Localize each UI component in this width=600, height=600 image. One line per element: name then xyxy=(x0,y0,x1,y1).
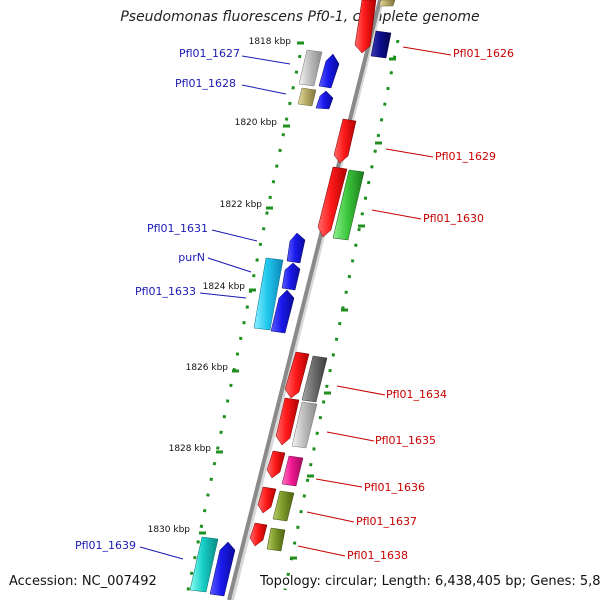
gene-feature-darkgray[interactable] xyxy=(301,355,328,403)
kbp-label: 1820 kbp xyxy=(235,118,278,128)
gene-label-left[interactable]: Pfl01_1628 xyxy=(175,77,236,90)
genome-title: Pseudomonas fluorescens Pf0-1, complete … xyxy=(120,9,480,25)
label-leader-line xyxy=(241,55,291,65)
gene-feature-red-arrow[interactable] xyxy=(284,351,310,399)
label-leader-line xyxy=(336,385,386,396)
gene-feature-khaki[interactable] xyxy=(297,87,317,107)
kbp-label: 1818 kbp xyxy=(249,37,292,47)
label-leader-line xyxy=(306,511,355,523)
gene-feature-cyan[interactable] xyxy=(253,257,284,331)
gene-feature-gray[interactable] xyxy=(298,49,323,87)
label-leader-line xyxy=(297,545,346,557)
gene-label-right[interactable]: Pfl01_1637 xyxy=(356,515,417,528)
accession-text: Accession: NC_007492 xyxy=(9,574,157,589)
label-leader-line xyxy=(326,431,375,442)
label-leader-line xyxy=(402,46,452,56)
gene-feature-red-arrow[interactable] xyxy=(257,486,277,514)
kbp-label: 1830 kbp xyxy=(148,525,191,535)
gene-feature-red-arrow[interactable] xyxy=(249,522,268,547)
gene-feature-teal[interactable] xyxy=(189,536,219,593)
gene-label-left[interactable]: Pfl01_1631 xyxy=(147,222,208,235)
gene-label-left[interactable]: Pfl01_1639 xyxy=(75,539,136,552)
gene-feature-red-arrow[interactable] xyxy=(333,118,357,164)
gene-feature-red-arrow[interactable] xyxy=(317,166,348,238)
gene-feature-olive[interactable] xyxy=(266,527,286,552)
gene-feature-blue-arrow[interactable] xyxy=(318,53,340,89)
label-leader-line xyxy=(371,209,422,220)
kbp-label: 1826 kbp xyxy=(186,363,229,373)
gene-feature-red-arrow[interactable] xyxy=(354,0,377,54)
genome-backbone xyxy=(227,0,382,600)
gene-feature-blue-arrow[interactable] xyxy=(286,232,306,264)
gene-label-right[interactable]: Pfl01_1638 xyxy=(347,549,408,562)
label-leader-line xyxy=(211,229,258,242)
gene-feature-blue-arrow[interactable] xyxy=(270,289,295,334)
gene-label-left[interactable]: Pfl01_1633 xyxy=(135,285,196,298)
genome-summary-text: Topology: circular; Length: 6,438,405 bp… xyxy=(260,574,600,589)
label-leader-line xyxy=(139,546,184,560)
label-leader-line xyxy=(199,292,247,299)
kbp-label: 1828 kbp xyxy=(169,444,212,454)
gene-label-left[interactable]: purN xyxy=(178,251,205,264)
kbp-label: 1824 kbp xyxy=(203,282,246,292)
label-leader-line xyxy=(385,148,434,158)
gene-label-right[interactable]: Pfl01_1635 xyxy=(375,434,436,447)
gene-feature-navy[interactable] xyxy=(370,30,392,59)
gene-feature-magenta[interactable] xyxy=(281,455,304,487)
gene-feature-red-arrow[interactable] xyxy=(266,450,286,479)
gene-feature-blue-arrow[interactable] xyxy=(209,541,236,597)
gene-feature-gray[interactable] xyxy=(291,401,318,449)
gene-feature-red-arrow[interactable] xyxy=(275,397,300,446)
gene-label-right[interactable]: Pfl01_1626 xyxy=(453,47,514,60)
label-leader-line xyxy=(207,257,252,273)
kbp-label: 1822 kbp xyxy=(220,200,263,210)
gene-feature-olive[interactable] xyxy=(272,490,295,522)
gene-feature-khaki[interactable] xyxy=(378,0,396,7)
gene-feature-blue-arrow[interactable] xyxy=(281,262,301,291)
gene-feature-blue-arrow[interactable] xyxy=(315,90,334,110)
gene-feature-green[interactable] xyxy=(332,169,365,241)
gene-label-right[interactable]: Pfl01_1629 xyxy=(435,150,496,163)
gene-label-left[interactable]: Pfl01_1627 xyxy=(179,47,240,60)
label-leader-line xyxy=(315,478,363,488)
label-leader-line xyxy=(241,84,287,95)
gene-label-right[interactable]: Pfl01_1630 xyxy=(423,212,484,225)
gene-label-right[interactable]: Pfl01_1634 xyxy=(386,388,447,401)
gene-label-right[interactable]: Pfl01_1636 xyxy=(364,481,425,494)
